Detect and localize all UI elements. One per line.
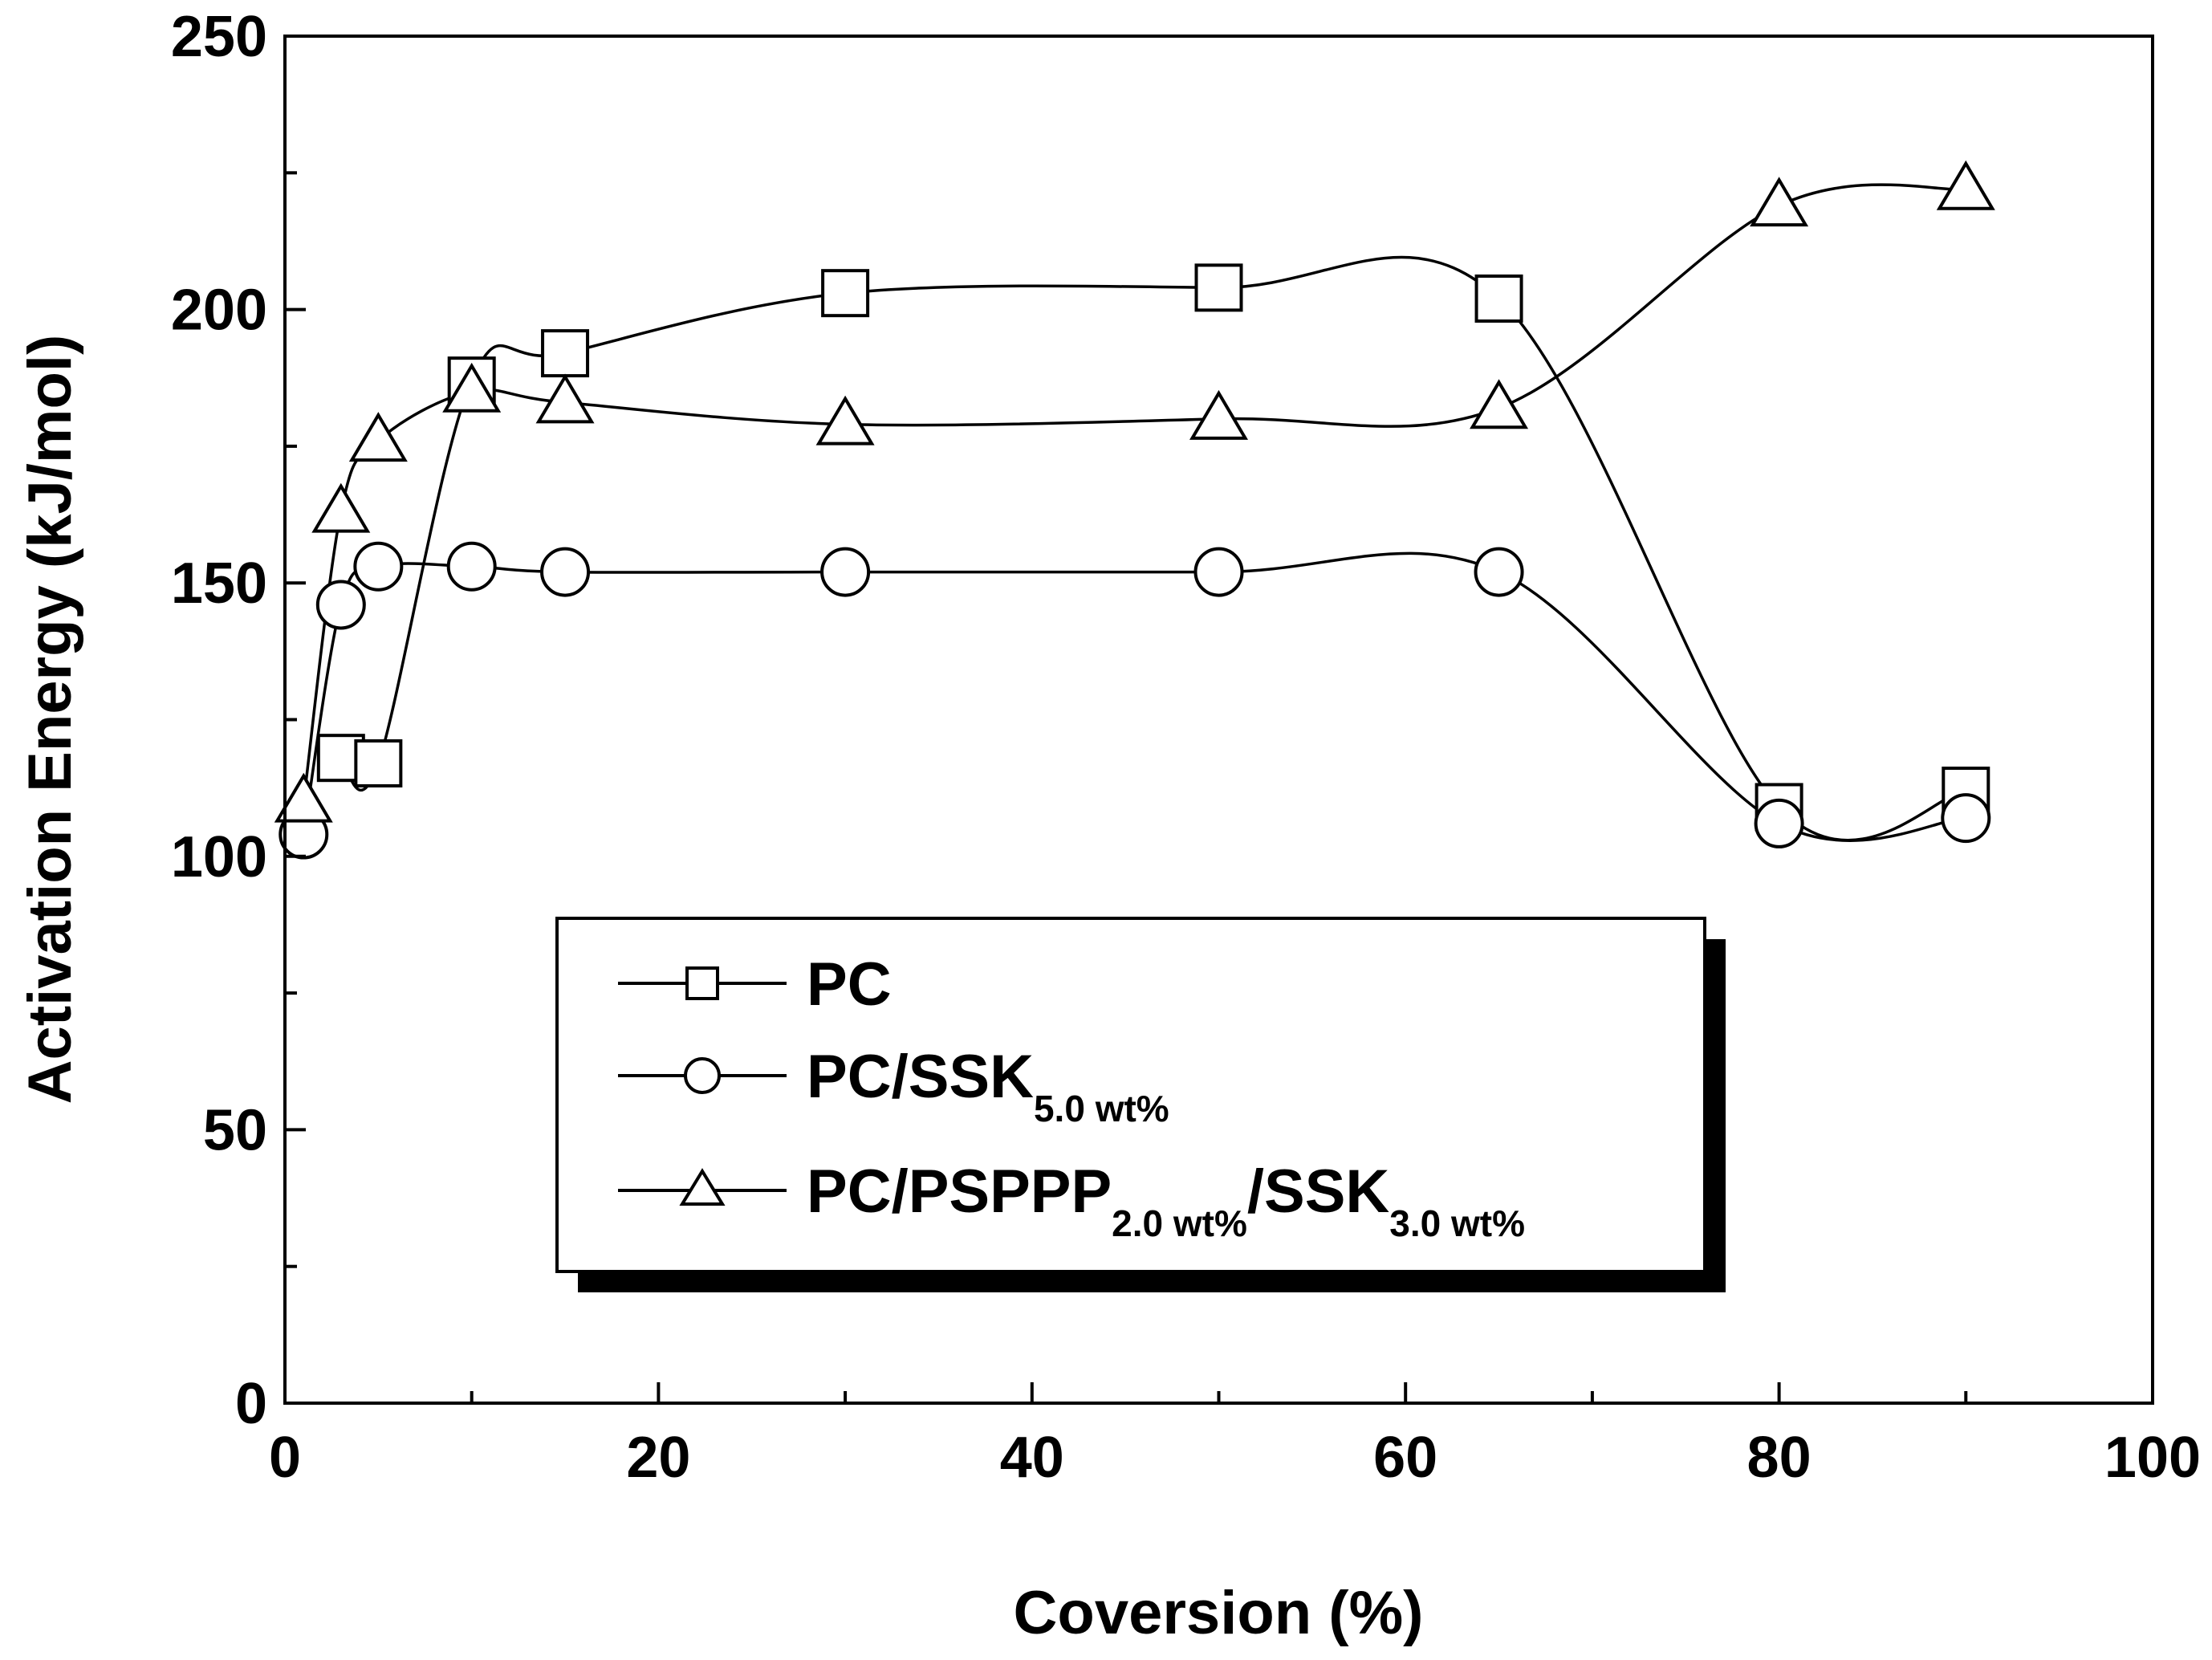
series-1-point bbox=[540, 547, 591, 597]
y-tick-label: 150 bbox=[171, 551, 267, 616]
series-2-point bbox=[815, 395, 875, 446]
series-1-point bbox=[353, 541, 404, 592]
series-0-point bbox=[1474, 274, 1523, 323]
legend-label-psppp-mid: /SSK bbox=[1247, 1158, 1389, 1226]
legend-label-psppp-sub2: 3.0 wt% bbox=[1389, 1202, 1525, 1244]
legend-label-pc-ssk-main: PC/SSK bbox=[807, 1043, 1034, 1111]
x-tick-label: 80 bbox=[1747, 1426, 1811, 1490]
series-1-point bbox=[1474, 547, 1524, 597]
legend-marker-circle bbox=[684, 1057, 721, 1094]
series-2-point bbox=[442, 362, 502, 413]
legend-marker-triangle bbox=[679, 1168, 726, 1206]
series-1-point bbox=[1941, 793, 1991, 844]
x-tick-label: 100 bbox=[2104, 1426, 2201, 1490]
legend-marker-square bbox=[685, 966, 719, 1000]
x-tick-label: 60 bbox=[1373, 1426, 1437, 1490]
legend: PC PC/SSK5.0 wt% PC/PSPPP2.0 wt%/SSK3.0 … bbox=[555, 917, 1726, 1292]
series-2-point bbox=[1750, 177, 1809, 227]
y-tick-label: 200 bbox=[171, 279, 267, 343]
legend-label-pc: PC bbox=[807, 950, 892, 1019]
series-1-point bbox=[1193, 547, 1244, 597]
series-2-point bbox=[1470, 379, 1529, 429]
series-0-point bbox=[541, 329, 590, 378]
series-2-point bbox=[311, 482, 371, 533]
series-2-point bbox=[274, 772, 333, 823]
legend-label-pc-ssk: PC/SSK5.0 wt% bbox=[807, 1043, 1169, 1129]
legend-label-pc-ssk-sub: 5.0 wt% bbox=[1034, 1088, 1169, 1129]
series-0-curve bbox=[340, 255, 1966, 842]
tick-labels: 0 20 40 60 80 100 0 50 100 150 200 250 bbox=[171, 5, 2201, 1490]
series-0-point bbox=[1194, 263, 1243, 312]
x-tick-label: 20 bbox=[626, 1426, 690, 1490]
series-2-point bbox=[535, 373, 595, 424]
legend-label-psppp-sub1: 2.0 wt% bbox=[1112, 1202, 1247, 1244]
y-tick-label: 250 bbox=[171, 5, 267, 69]
x-axis-title: Coversion (%) bbox=[1014, 1579, 1424, 1647]
legend-label-psppp-main: PC/PSPPP bbox=[807, 1158, 1112, 1226]
series-1-point bbox=[820, 547, 871, 597]
x-tick-label: 40 bbox=[1000, 1426, 1064, 1490]
y-tick-label: 50 bbox=[203, 1098, 267, 1162]
series-2-point bbox=[1189, 389, 1248, 440]
legend-box bbox=[555, 917, 1706, 1273]
series-0-point bbox=[821, 269, 870, 318]
series-2-point bbox=[1936, 160, 1995, 210]
series-2-point bbox=[348, 412, 408, 462]
series-1-point bbox=[446, 541, 497, 592]
y-axis-title: Activation Energy (kJ/mol) bbox=[16, 335, 84, 1105]
series-0-point bbox=[354, 738, 403, 787]
y-tick-label: 100 bbox=[171, 825, 267, 889]
series-1-point bbox=[1754, 798, 1804, 848]
axis-ticks bbox=[283, 35, 2154, 1405]
legend-label-pc-main: PC bbox=[807, 950, 892, 1019]
x-tick-label: 0 bbox=[269, 1426, 301, 1490]
legend-label-pc-psppp-ssk: PC/PSPPP2.0 wt%/SSK3.0 wt% bbox=[807, 1158, 1525, 1244]
series-markers bbox=[274, 160, 1995, 860]
series-1-point bbox=[315, 580, 366, 630]
y-tick-label: 0 bbox=[235, 1372, 267, 1436]
